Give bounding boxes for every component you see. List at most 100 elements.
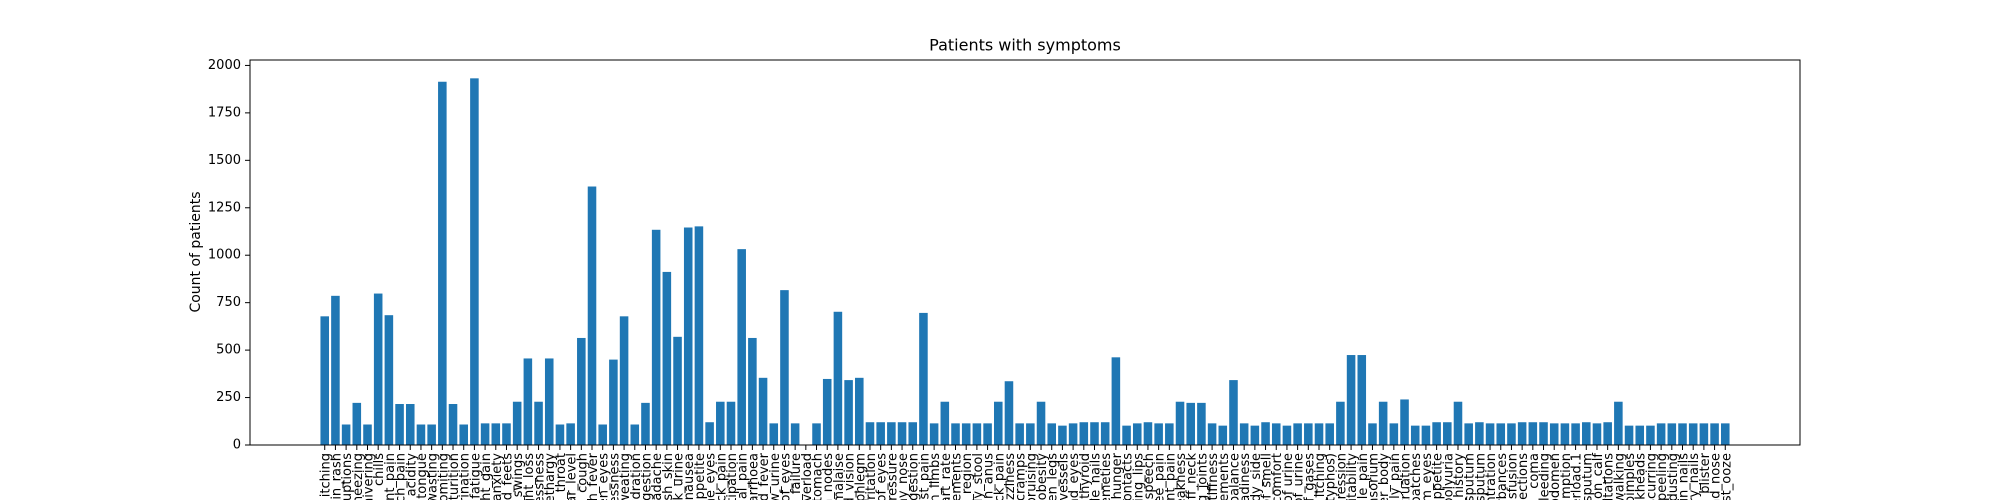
x-tick-label: painful_walking — [1612, 453, 1627, 500]
bar — [758, 377, 768, 445]
bar — [544, 358, 554, 445]
bar — [395, 404, 404, 445]
bar — [1475, 422, 1484, 445]
x-tick-label: back_pain — [714, 453, 729, 500]
bar — [491, 423, 501, 445]
bar — [363, 424, 372, 445]
x-tick-label: enlarged_thyroid — [1078, 453, 1093, 500]
x-tick-label: restlessness — [533, 453, 548, 500]
bar — [1304, 423, 1313, 445]
x-tick-label: red_sore_around_nose — [1709, 453, 1724, 500]
x-tick-label: bloody_stool — [971, 453, 986, 500]
bar — [972, 423, 982, 445]
bar — [1186, 402, 1195, 445]
bar — [1004, 381, 1014, 445]
x-tick-label: swelling_joints — [1195, 453, 1210, 500]
x-tick-label: weight_gain — [479, 453, 494, 500]
x-tick-label: throat_irritation — [864, 453, 879, 500]
bar — [502, 423, 511, 445]
x-tick-label: dischromic _patches — [1409, 453, 1424, 500]
bar — [587, 186, 597, 445]
bar — [641, 402, 650, 445]
bar — [961, 423, 971, 445]
bar — [865, 422, 875, 445]
bar — [331, 295, 340, 445]
x-tick-label: muscle_weakness — [1174, 453, 1189, 500]
x-tick-label: abnormal_menstruation — [1399, 453, 1414, 500]
x-tick-label: cold_hands_and_feets — [500, 453, 515, 500]
x-tick-label: extra_marital_contacts — [1121, 453, 1136, 500]
bar — [1229, 380, 1238, 445]
bar — [1175, 401, 1185, 445]
bar — [609, 359, 618, 445]
x-tick-label: skin_rash — [329, 453, 344, 500]
x-tick-label: chest_pain — [917, 453, 932, 500]
x-tick-label: spinning_movements — [1217, 453, 1232, 500]
x-tick-label: toxic_look_(typhos) — [1324, 453, 1339, 500]
x-tick-label: bruising — [1024, 453, 1039, 500]
bar — [598, 424, 607, 445]
bar — [1368, 423, 1377, 445]
x-tick-label: bladder_discomfort — [1270, 453, 1285, 500]
x-tick-label: increased_appetite — [1431, 453, 1446, 500]
x-tick-label: dizziness — [1003, 453, 1018, 500]
x-tick-label: puffy_face_and_eyes — [1067, 453, 1082, 500]
x-tick-label: swollen_legs — [1046, 453, 1061, 500]
x-tick-label: movement_stiffness — [1206, 453, 1221, 500]
x-tick-label: chills — [372, 453, 387, 486]
x-tick-label: irritation_in_anus — [982, 453, 997, 500]
x-tick-label: dark_urine — [672, 453, 687, 500]
bar — [427, 424, 436, 445]
x-tick-label: high_fever — [586, 452, 601, 500]
bar — [1239, 423, 1249, 445]
bar — [1528, 422, 1538, 445]
x-tick-label: acute_liver_failure — [789, 453, 804, 500]
bar — [897, 422, 907, 445]
x-tick-label: hip_joint_pain — [1163, 453, 1178, 500]
bar — [1592, 423, 1602, 445]
x-tick-label: mild_fever — [757, 452, 772, 500]
bar — [673, 336, 682, 445]
bar — [1346, 355, 1356, 445]
bar — [1539, 422, 1548, 445]
x-tick-label: receiving_blood_transfusion — [1505, 453, 1520, 500]
bar — [1090, 422, 1099, 445]
x-tick-label: irregular_sugar_level — [565, 453, 580, 500]
bar — [1582, 422, 1591, 445]
x-tick-label: skin_peeling — [1655, 453, 1670, 500]
x-tick-label: unsteadiness — [1238, 453, 1253, 500]
x-tick-label: muscle_wasting — [426, 453, 441, 500]
bar — [619, 316, 629, 445]
bar — [662, 271, 672, 445]
y-tick-label: 1000 — [208, 248, 241, 263]
bar — [1250, 425, 1260, 445]
x-tick-label: internal_itching — [1313, 453, 1328, 500]
bar — [1068, 423, 1078, 445]
x-tick-label: neck_pain — [992, 453, 1007, 500]
bar — [630, 424, 640, 445]
y-tick-label: 1750 — [208, 105, 241, 120]
bar — [1165, 423, 1174, 445]
x-tick-label: swollen_extremeties — [1099, 453, 1114, 500]
bar — [1015, 423, 1024, 445]
x-tick-label: dehydration — [629, 453, 644, 500]
bar — [1400, 399, 1409, 445]
x-tick-label: fluid_overload.1 — [1570, 453, 1585, 500]
x-tick-label: swelling_of_stomach — [811, 453, 826, 500]
bar — [993, 401, 1003, 445]
x-tick-label: swollen_blood_vessels — [1056, 453, 1071, 500]
x-tick-label: congestion — [907, 453, 922, 500]
x-tick-label: rusty_sputum — [1473, 453, 1488, 500]
bar — [1378, 401, 1388, 445]
plot-frame — [249, 59, 1801, 446]
bar — [1720, 423, 1730, 445]
x-tick-label: irritability — [1345, 453, 1360, 500]
bar — [983, 423, 992, 445]
x-tick-label: joint_pain — [383, 453, 398, 500]
x-tick-label: anxiety — [490, 453, 505, 500]
x-tick-label: watering_from_eyes — [1420, 453, 1435, 500]
x-tick-label: fluid_overload — [800, 453, 815, 500]
bar — [769, 423, 779, 445]
x-tick-label: diarrhoea — [746, 453, 761, 500]
x-tick-label: muscle_pain — [1356, 453, 1371, 500]
